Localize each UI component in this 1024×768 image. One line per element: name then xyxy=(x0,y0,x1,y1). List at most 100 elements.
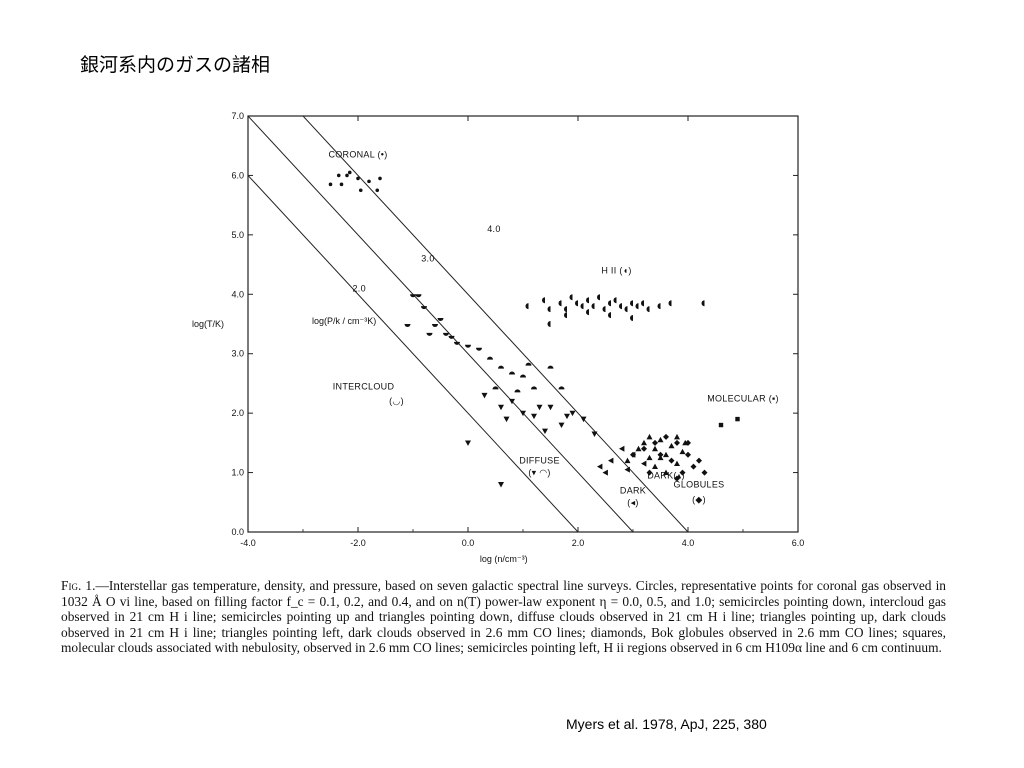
point-diffuse-triangle xyxy=(580,416,587,423)
annotation: CORONAL (•) xyxy=(328,150,387,160)
x-tick-label: -4.0 xyxy=(240,538,256,548)
point-molecular xyxy=(735,416,740,422)
y-tick-label: 5.0 xyxy=(231,230,244,240)
point-globule xyxy=(663,433,669,440)
slide-title: 銀河系内のガスの諸相 xyxy=(80,54,271,76)
annotation: (▾ ◠) xyxy=(528,468,550,478)
point-intercloud xyxy=(426,332,433,336)
point-coronal xyxy=(328,182,333,187)
y-tick-label: 6.0 xyxy=(231,170,244,180)
point-diffuse-semicircle xyxy=(492,386,499,390)
point-diffuse-triangle xyxy=(503,416,510,423)
x-tick-label: 6.0 xyxy=(792,538,805,548)
point-diffuse-triangle xyxy=(520,410,526,417)
point-dark-hi xyxy=(679,448,686,455)
point-dark-hi xyxy=(641,439,647,446)
point-hii xyxy=(608,312,611,319)
point-diffuse-semicircle xyxy=(498,365,504,369)
point-diffuse-triangle xyxy=(569,410,576,417)
point-dark-hi xyxy=(663,469,669,475)
point-globule xyxy=(696,457,702,464)
annotation: H II (◖) xyxy=(601,265,631,275)
point-diffuse-triangle xyxy=(558,422,565,429)
point-diffuse-semicircle xyxy=(525,362,532,366)
point-globule xyxy=(657,451,664,458)
point-hii xyxy=(591,303,595,310)
point-intercloud xyxy=(415,294,422,298)
isobar-label: 3.0 xyxy=(421,254,434,264)
y-axis-label: log(T/K) xyxy=(192,319,224,329)
annotation: (◂) xyxy=(627,497,638,507)
point-diffuse-semicircle xyxy=(514,389,521,393)
point-hii xyxy=(547,306,551,313)
point-hii xyxy=(624,306,628,313)
point-molecular xyxy=(718,422,724,428)
point-diffuse-triangle xyxy=(498,404,504,411)
x-tick-label: 4.0 xyxy=(682,538,695,548)
point-dark-co xyxy=(619,445,625,452)
point-globule xyxy=(685,439,691,446)
isobar-line xyxy=(302,116,689,532)
point-hii xyxy=(668,300,672,307)
axis-ticks: -4.0 -2.0 0.0 2.0 4.0 6.0 0.0 1.0 2.0 3.0 4.0 5.0 6.… xyxy=(231,111,804,548)
point-hii xyxy=(597,294,600,301)
point-dark-hi xyxy=(646,454,653,461)
annotations: 2.0 3.0 4.0 CORONAL (•) H II (◖) INTERCLOUD (◡… xyxy=(328,150,778,508)
citation: Myers et al. 1978, ApJ, 225, 380 xyxy=(566,716,767,732)
point-dark-co xyxy=(602,469,608,476)
isobar-label: 2.0 xyxy=(353,283,366,293)
point-coronal xyxy=(339,182,344,187)
annotation: (◡) xyxy=(389,396,404,406)
point-coronal xyxy=(367,179,371,184)
point-intercloud xyxy=(410,294,416,298)
isobar-line xyxy=(248,116,634,532)
point-intercloud xyxy=(448,335,455,339)
y-tick-label: 3.0 xyxy=(231,349,244,359)
x-tick-label: 0.0 xyxy=(462,538,475,548)
annotation: DARK xyxy=(620,485,646,495)
point-dark-co xyxy=(597,463,603,470)
point-diffuse-semicircle xyxy=(547,365,554,369)
point-hii xyxy=(602,306,606,313)
point-hii xyxy=(564,312,567,319)
y-tick-label: 7.0 xyxy=(231,111,244,121)
point-hii xyxy=(630,300,633,307)
point-dark-hi xyxy=(646,433,653,440)
point-diffuse-triangle xyxy=(542,428,548,434)
point-globule xyxy=(652,439,658,446)
point-intercloud xyxy=(465,344,471,348)
annotation: MOLECULAR (▪) xyxy=(707,393,779,403)
point-dark-hi xyxy=(635,445,642,452)
point-globule xyxy=(701,469,708,476)
point-dark-co xyxy=(624,466,630,473)
annotation: INTERCLOUD xyxy=(333,381,395,391)
point-coronal xyxy=(358,188,363,193)
isobar-axis-label: log(P/k / cm⁻³K) xyxy=(312,316,376,326)
isobar-label: 4.0 xyxy=(487,224,500,234)
point-hii xyxy=(635,303,639,310)
axis-labels: log (n/cm⁻³) log(T/K) log(P/k / cm⁻³K) xyxy=(192,316,528,564)
isobar-lines xyxy=(248,116,689,532)
point-diffuse-triangle xyxy=(498,482,504,488)
point-hii xyxy=(613,297,617,304)
point-intercloud xyxy=(421,306,427,310)
point-intercloud xyxy=(476,347,482,351)
y-tick-label: 2.0 xyxy=(231,408,244,418)
point-diffuse-semicircle xyxy=(558,386,565,390)
point-intercloud xyxy=(404,324,411,327)
caption-text: —Interstellar gas temperature, density, … xyxy=(61,578,947,656)
point-hii xyxy=(608,300,611,307)
point-dark-hi xyxy=(674,433,680,440)
point-hii xyxy=(657,303,661,310)
point-dark-hi xyxy=(663,451,669,458)
point-coronal xyxy=(336,173,341,178)
point-diffuse-triangle xyxy=(547,404,554,411)
point-hii xyxy=(580,303,584,310)
point-dark-hi xyxy=(652,463,658,470)
annotation: GLOBULES xyxy=(674,479,725,489)
point-diffuse-triangle xyxy=(509,398,515,405)
point-diffuse-triangle xyxy=(465,440,471,446)
point-globule xyxy=(679,469,686,476)
